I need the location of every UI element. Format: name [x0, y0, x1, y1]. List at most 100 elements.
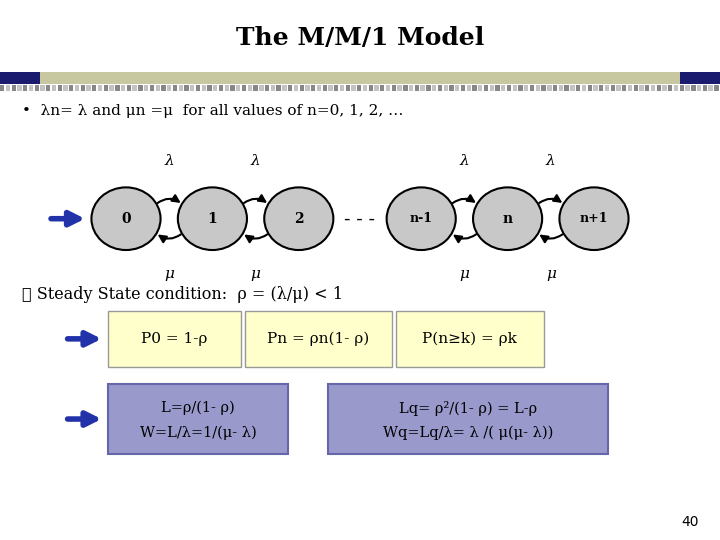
Bar: [132, 85, 137, 91]
Text: ❖ Steady State condition:  ρ = (λ/μ) < 1: ❖ Steady State condition: ρ = (λ/μ) < 1: [22, 286, 343, 303]
Bar: [328, 85, 333, 91]
Bar: [334, 85, 338, 91]
Bar: [144, 85, 148, 91]
Bar: [536, 85, 540, 91]
Bar: [490, 85, 494, 91]
Bar: [588, 85, 592, 91]
Text: 0: 0: [121, 212, 131, 226]
Bar: [409, 85, 413, 91]
Bar: [380, 85, 384, 91]
Bar: [98, 85, 102, 91]
Bar: [513, 85, 517, 91]
Bar: [63, 85, 68, 91]
Bar: [58, 85, 62, 91]
Bar: [86, 85, 91, 91]
Bar: [432, 85, 436, 91]
Bar: [472, 85, 477, 91]
Bar: [323, 85, 327, 91]
Bar: [478, 85, 482, 91]
Bar: [52, 85, 56, 91]
Bar: [541, 85, 546, 91]
Ellipse shape: [91, 187, 161, 250]
Bar: [127, 85, 131, 91]
Bar: [196, 85, 200, 91]
Bar: [167, 85, 171, 91]
Bar: [6, 85, 10, 91]
Bar: [219, 85, 223, 91]
Bar: [305, 85, 310, 91]
Text: P0 = 1-ρ: P0 = 1-ρ: [141, 332, 208, 346]
Bar: [190, 85, 194, 91]
Bar: [0, 72, 720, 84]
Text: 40: 40: [681, 515, 698, 529]
Bar: [467, 85, 471, 91]
Ellipse shape: [178, 187, 247, 250]
Ellipse shape: [387, 187, 456, 250]
Bar: [657, 85, 661, 91]
Text: The M/M/1 Model: The M/M/1 Model: [236, 26, 484, 50]
Bar: [599, 85, 603, 91]
Bar: [202, 85, 206, 91]
Bar: [253, 85, 258, 91]
Bar: [507, 85, 511, 91]
Bar: [29, 85, 33, 91]
Bar: [92, 85, 96, 91]
Bar: [40, 85, 45, 91]
Bar: [628, 85, 632, 91]
Bar: [161, 85, 166, 91]
Bar: [530, 85, 534, 91]
Bar: [622, 85, 626, 91]
Text: n+1: n+1: [580, 212, 608, 225]
Bar: [392, 85, 396, 91]
Bar: [230, 85, 235, 91]
Bar: [282, 85, 287, 91]
Bar: [23, 85, 27, 91]
Bar: [207, 85, 212, 91]
Text: λ: λ: [251, 154, 261, 168]
Bar: [708, 85, 713, 91]
Bar: [397, 85, 402, 91]
Bar: [294, 85, 298, 91]
Bar: [242, 85, 246, 91]
Bar: [455, 85, 459, 91]
Bar: [685, 85, 690, 91]
Bar: [501, 85, 505, 91]
Bar: [138, 85, 143, 91]
Text: Wq=Lq/λ= λ /( μ(μ- λ)): Wq=Lq/λ= λ /( μ(μ- λ)): [383, 426, 553, 440]
FancyBboxPatch shape: [245, 310, 392, 367]
Bar: [576, 85, 580, 91]
Bar: [300, 85, 304, 91]
Bar: [680, 72, 720, 84]
Bar: [75, 85, 79, 91]
Bar: [386, 85, 390, 91]
Bar: [363, 85, 367, 91]
Text: 1: 1: [207, 212, 217, 226]
Bar: [564, 85, 569, 91]
Bar: [645, 85, 649, 91]
Bar: [461, 85, 465, 91]
Text: n: n: [503, 212, 513, 226]
Bar: [248, 85, 252, 91]
Bar: [115, 85, 120, 91]
Bar: [611, 85, 615, 91]
Bar: [582, 85, 586, 91]
Bar: [156, 85, 160, 91]
Bar: [225, 85, 229, 91]
Bar: [271, 85, 275, 91]
FancyBboxPatch shape: [396, 310, 544, 367]
Bar: [69, 85, 73, 91]
FancyBboxPatch shape: [108, 384, 288, 454]
Bar: [346, 85, 350, 91]
Bar: [104, 85, 108, 91]
Bar: [121, 85, 125, 91]
Bar: [311, 85, 315, 91]
Text: Pn = ρn(1- ρ): Pn = ρn(1- ρ): [267, 332, 370, 346]
Bar: [674, 85, 678, 91]
Bar: [639, 85, 644, 91]
FancyBboxPatch shape: [108, 310, 241, 367]
Bar: [547, 85, 552, 91]
Bar: [109, 85, 114, 91]
Bar: [484, 85, 488, 91]
Bar: [213, 85, 217, 91]
Text: n-1: n-1: [410, 212, 433, 225]
